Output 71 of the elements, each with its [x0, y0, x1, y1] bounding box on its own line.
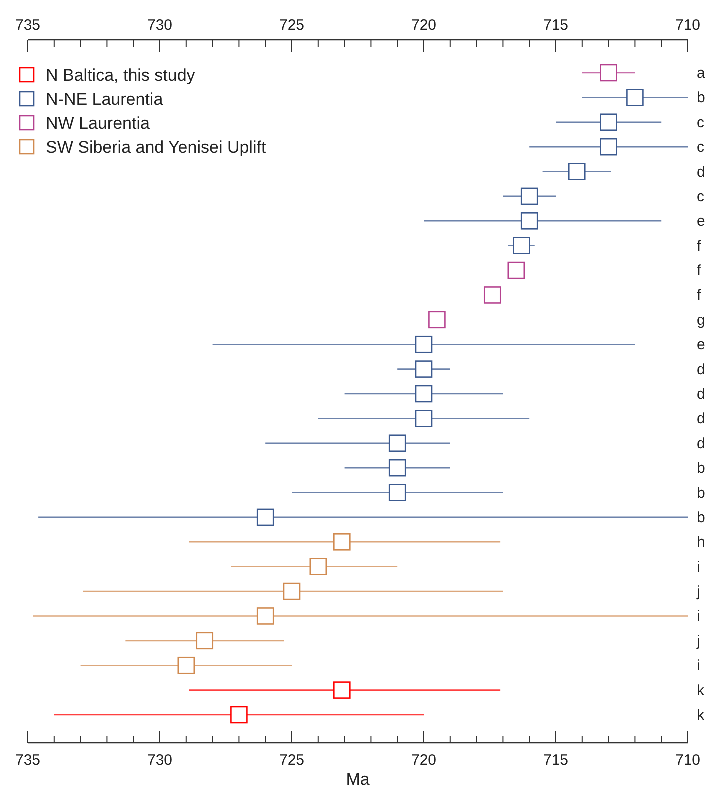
x2-tick-label: 720 — [411, 17, 437, 34]
point — [520, 188, 538, 206]
point — [415, 410, 433, 428]
point — [513, 237, 530, 254]
point — [415, 336, 433, 354]
y-tick-label: k — [697, 682, 705, 700]
y-tick-label: b — [697, 484, 706, 502]
y-tick-label: e — [697, 213, 706, 230]
y-tick-label: d — [697, 164, 706, 181]
y-tick-label: d — [697, 386, 706, 403]
x2-tick-label: 725 — [279, 17, 305, 34]
point — [388, 459, 406, 477]
y-tick-label: j — [696, 584, 700, 601]
point — [568, 163, 586, 180]
point — [196, 632, 214, 650]
y-tick-label: f — [697, 262, 702, 280]
x2-tick-label: 710 — [675, 17, 701, 34]
legend-label: SW Siberia and Yenisei Uplift — [46, 138, 266, 157]
point — [484, 286, 502, 304]
point — [334, 534, 351, 551]
y-tick-label: j — [696, 632, 700, 650]
y-tick-label: d — [697, 361, 706, 378]
y-tick-label: g — [697, 312, 706, 329]
y-tick-label: i — [697, 608, 700, 626]
y-tick-label: c — [697, 139, 705, 156]
y-tick-label: h — [697, 534, 706, 552]
x-axis-title: Ma — [346, 770, 370, 789]
point — [600, 64, 618, 82]
y-tick-label: i — [697, 658, 700, 675]
x2-tick-label: 735 — [15, 17, 41, 34]
point — [626, 89, 644, 106]
point — [230, 706, 248, 724]
y-tick-label: c — [697, 188, 705, 206]
point — [428, 311, 446, 329]
point — [388, 484, 406, 502]
point — [178, 656, 196, 674]
y-tick-label: d — [697, 435, 706, 452]
point — [256, 508, 274, 526]
point — [415, 360, 433, 378]
x-tick-label: 730 — [147, 752, 173, 769]
y-tick-label: i — [697, 558, 700, 576]
legend-label: NW Laurentia — [46, 114, 150, 133]
y-tick-label: b — [697, 509, 706, 526]
point — [415, 385, 433, 403]
point — [600, 114, 618, 132]
legend-label: N-NE Laurentia — [46, 90, 164, 109]
x2-tick-label: 715 — [543, 17, 569, 34]
point — [334, 682, 351, 699]
y-tick-label: d — [697, 410, 706, 428]
point — [600, 138, 618, 156]
x2-tick-label: 730 — [147, 17, 173, 34]
x-tick-label: 710 — [675, 752, 701, 769]
point — [520, 212, 538, 230]
y-tick-label: e — [697, 336, 706, 354]
y-tick-label: c — [697, 114, 705, 132]
y-tick-label: f — [697, 287, 702, 304]
x-tick-label: 715 — [543, 752, 569, 769]
point — [508, 262, 526, 280]
x-tick-label: 725 — [279, 752, 305, 769]
y-tick-label: b — [697, 460, 706, 478]
y-tick-label: a — [697, 65, 706, 82]
y-tick-label: k — [697, 707, 705, 724]
point — [256, 608, 274, 625]
point — [388, 434, 406, 452]
y-tick-label: f — [697, 238, 702, 255]
point — [283, 582, 301, 600]
x-tick-label: 720 — [411, 752, 437, 769]
x-tick-label: 735 — [15, 752, 41, 769]
legend-label: N Baltica, this study — [46, 66, 196, 85]
point — [310, 558, 328, 576]
y-tick-label: b — [697, 90, 706, 107]
